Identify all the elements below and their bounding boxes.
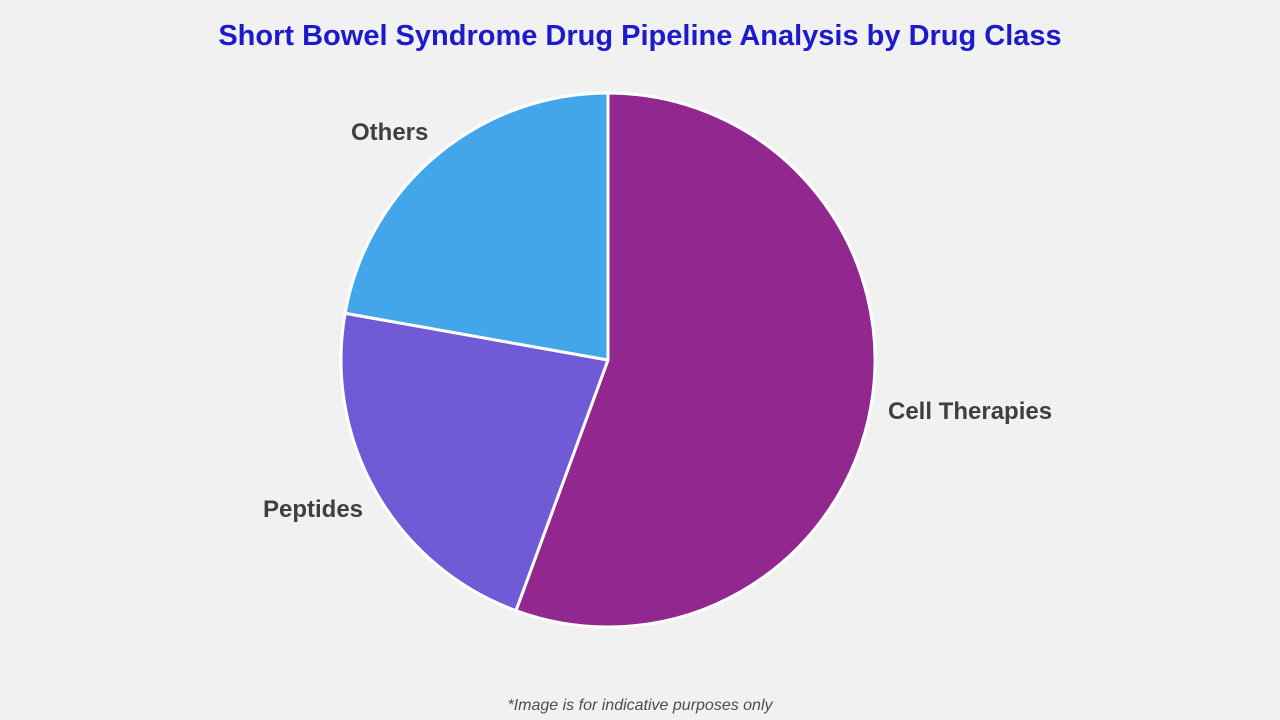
footnote-disclaimer: *Image is for indicative purposes only <box>507 697 773 714</box>
slice-label-cell-therapies: Cell Therapies <box>888 398 1053 425</box>
slice-label-peptides: Peptides <box>263 496 364 523</box>
chart-title: Short Bowel Syndrome Drug Pipeline Analy… <box>218 20 1062 52</box>
pie-slice-cell-therapies <box>514 91 877 629</box>
slice-label-others: Others <box>351 119 429 146</box>
pie-slice-peptides <box>339 311 610 613</box>
pie-slice-others <box>343 91 610 362</box>
